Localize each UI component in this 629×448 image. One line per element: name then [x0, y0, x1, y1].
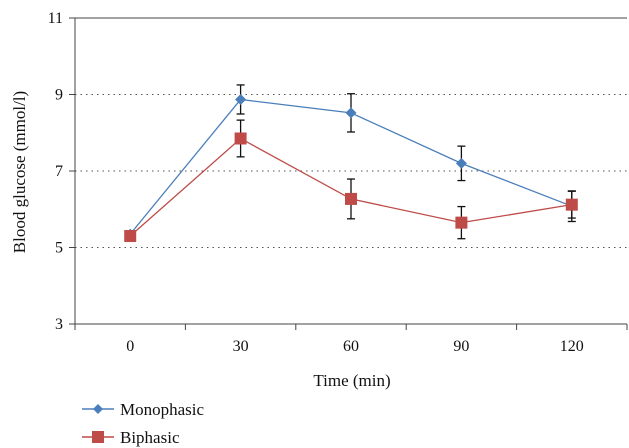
legend: Monophasic Biphasic [82, 400, 205, 447]
y-tick-label: 9 [55, 87, 63, 104]
x-axis-ticks: 0 30 60 90 120 [74, 324, 628, 355]
y-tick-label: 11 [48, 10, 63, 27]
data-point-biphasic [345, 192, 357, 205]
x-tick-label: 120 [560, 338, 584, 355]
data-point-monophasic [235, 93, 247, 105]
y-axis-label: Blood glucose (mmol/l) [10, 91, 29, 253]
legend-item-biphasic: Biphasic [82, 428, 180, 447]
y-tick-label: 5 [55, 240, 63, 257]
legend-item-monophasic: Monophasic [82, 400, 205, 419]
series-biphasic [124, 119, 578, 243]
y-axis-ticks: 3 5 7 9 11 [48, 10, 75, 333]
y-tick-label: 3 [55, 316, 63, 333]
x-tick-label: 60 [343, 338, 359, 355]
x-axis-label: Time (min) [313, 371, 390, 390]
data-point-biphasic [565, 198, 578, 211]
data-point-biphasic [234, 132, 247, 145]
x-tick-label: 90 [453, 338, 469, 355]
legend-marker-biphasic [92, 431, 104, 443]
y-tick-label: 7 [55, 163, 63, 180]
x-tick-label: 0 [126, 338, 134, 355]
series-layer [124, 84, 578, 243]
x-tick-label: 30 [233, 338, 249, 355]
data-point-monophasic [455, 157, 467, 169]
data-point-monophasic [345, 107, 357, 119]
legend-label-biphasic: Biphasic [120, 428, 180, 447]
data-point-biphasic [124, 230, 137, 243]
data-point-biphasic [455, 216, 468, 229]
legend-label-monophasic: Monophasic [120, 400, 205, 419]
legend-marker-monophasic [93, 404, 103, 414]
